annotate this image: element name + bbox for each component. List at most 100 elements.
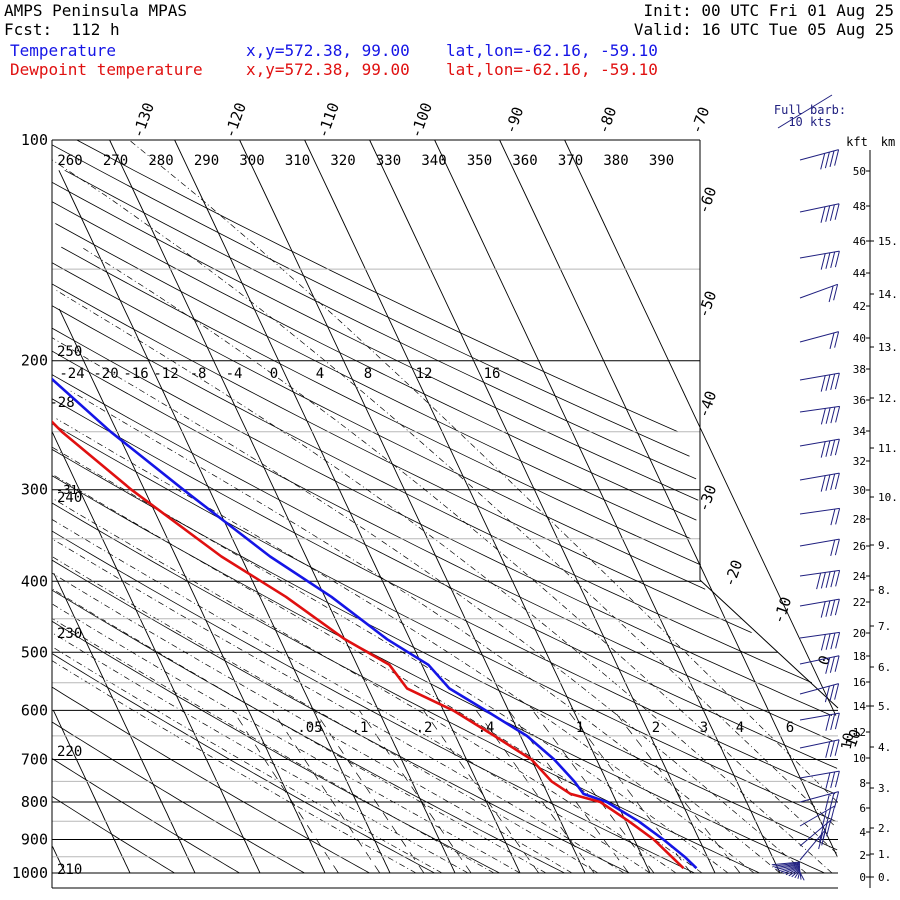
theta-e-label: -28 [49, 395, 74, 411]
wind-barb-flag [825, 474, 831, 491]
wind-barb-shaft [799, 569, 840, 577]
isotherm-line [52, 710, 131, 874]
theta-e-label: -12 [153, 366, 178, 382]
right-axis-slant-frame [699, 579, 839, 709]
wind-barb-shaft [799, 203, 840, 213]
barb-key-shaft [777, 94, 833, 129]
theta-label: 330 [376, 153, 401, 169]
theta-e-label: -4 [226, 366, 243, 382]
wind-barb-shaft [799, 791, 839, 803]
pressure-tick-label: 200 [21, 352, 48, 370]
theta-e-label: 12 [416, 366, 433, 382]
temperature-tick-label: -30 [694, 482, 720, 514]
height-kft-label: 46 [853, 235, 866, 248]
wind-barb-flag [824, 793, 830, 811]
theta-e-label: -31 [56, 483, 78, 497]
mixing-ratio-label: 3 [700, 720, 708, 736]
height-kft-label: 0 [859, 871, 866, 884]
height-kft-label: 22 [853, 596, 866, 609]
dry-adiabat-line [61, 246, 702, 566]
dry-adiabat-line [52, 423, 836, 822]
wind-barb-shaft [799, 405, 840, 413]
wind-barb-flag [829, 332, 835, 350]
wind-barb-shaft [799, 331, 839, 343]
isotherm-line [434, 139, 781, 874]
height-kft-label: 24 [853, 570, 867, 583]
wind-barb-flag [820, 153, 826, 170]
mixing-ratio-label: .2 [416, 720, 433, 736]
wind-barb-flag [834, 250, 840, 268]
wind-barb-shaft [783, 866, 801, 874]
pressure-tick-label: 400 [21, 572, 48, 590]
dry-adiabat-line [52, 620, 500, 874]
wind-barb-flag [825, 772, 831, 789]
height-kft-label: 38 [853, 363, 866, 376]
pressure-tick-label: 900 [21, 830, 48, 848]
wind-barb-flag [821, 829, 827, 846]
wind-barb-flag [820, 601, 826, 618]
temperature-tick-label: -60 [694, 184, 720, 216]
isotherm-line [369, 139, 716, 874]
wind-barb-flag [825, 600, 831, 617]
wind-barb-shaft [799, 739, 840, 749]
dry-adiabat-line [52, 374, 838, 769]
temperature-tick-label: -20 [720, 557, 746, 589]
height-km-label: 13. [878, 341, 898, 354]
wind-barb-flag [833, 284, 839, 301]
dry-adiabat-line [52, 262, 706, 590]
moist-adiabat-line [52, 556, 599, 874]
moist-adiabat-line [52, 588, 547, 874]
wind-barb-flag [826, 820, 832, 837]
wind-barb-flag [826, 808, 831, 825]
height-kft-label: 50 [853, 165, 866, 178]
wind-barb-flag [834, 655, 840, 672]
wind-barb-flag [821, 810, 827, 827]
wind-barb-flag [825, 657, 831, 674]
mixing-ratio-label: 4 [736, 720, 744, 736]
theta-e-label: 16 [484, 366, 501, 382]
theta-label: 370 [558, 153, 583, 169]
dry-adiabat-line [52, 758, 240, 874]
wind-barb-shaft [785, 867, 801, 876]
moist-adiabat-line [52, 159, 834, 826]
theta-label: 390 [649, 153, 674, 169]
wind-barb-flag [834, 538, 840, 556]
height-kft-label: 14 [853, 700, 867, 713]
wind-barb-flag [820, 375, 826, 392]
wind-barb-flag [834, 712, 840, 730]
wind-barb-flag [825, 571, 831, 588]
wind-barb-shaft [799, 507, 840, 515]
wind-barb-shaft [794, 869, 801, 879]
wind-barb-shaft [799, 819, 831, 847]
dry-adiabat-line [52, 350, 833, 742]
dry-adiabat-line [52, 283, 752, 633]
height-kft-label: 42 [853, 300, 866, 313]
dry-adiabat-line [52, 653, 435, 874]
wind-barb-flag [834, 331, 840, 348]
height-kft-label: 16 [853, 676, 866, 689]
height-kft-label: 4 [859, 826, 866, 839]
temperature-latlon: lat,lon=-62.16, -59.10 [446, 41, 658, 60]
pressure-tick-label: 600 [21, 701, 48, 719]
wind-barb-flag [830, 771, 836, 789]
isotherm-line [304, 139, 651, 874]
dewpoint-xy: x,y=572.38, 99.00 [246, 60, 410, 79]
height-kft-label: 34 [853, 425, 867, 438]
moist-adiabat-line [52, 473, 703, 874]
moist-adiabat-line [52, 646, 443, 874]
temperature-tick-label: -90 [501, 104, 527, 136]
temperature-tick-label: -110 [314, 100, 343, 140]
dry-adiabat-line [52, 201, 697, 521]
wind-barb-shaft [799, 472, 840, 481]
moist-adiabat-line [52, 518, 651, 874]
theta-e-label: -20 [93, 366, 118, 382]
wind-barb-shaft [799, 655, 840, 665]
wind-barb-flag [829, 792, 835, 810]
mixing-ratio-line [613, 710, 741, 874]
barb-key-label: 10 kts [788, 115, 831, 129]
wind-barb-flag [829, 204, 835, 221]
moist-adiabat-line [81, 246, 837, 854]
dry-adiabat-line [52, 144, 690, 457]
wind-barb-flag [829, 656, 835, 673]
wind-barb-flag [820, 634, 826, 651]
